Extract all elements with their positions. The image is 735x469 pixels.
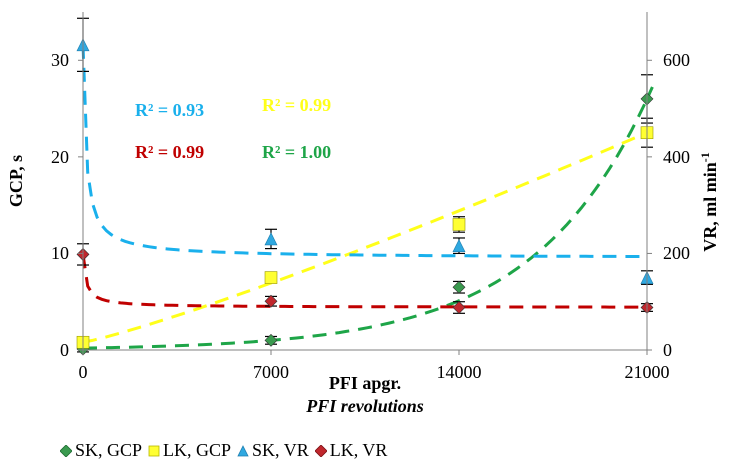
- x-tick-label: 0: [79, 362, 88, 382]
- square-icon: [148, 445, 160, 456]
- r2-label-sk-vr: R² = 0.93: [135, 100, 204, 120]
- x-axis-subtitle: PFI revolutions: [305, 396, 424, 416]
- y-left-tick-label: 30: [51, 50, 69, 70]
- r2-label-sk-gcp: R² = 1.00: [262, 142, 331, 162]
- x-axis-title: PFI apgr.: [329, 373, 401, 393]
- trendline-sk-gcp: [82, 86, 654, 350]
- trendlines: [81, 44, 654, 350]
- x-tick-label: 7000: [253, 362, 289, 382]
- trendline-lk-gcp: [82, 131, 648, 344]
- data-point-square: [264, 271, 278, 284]
- diamond-icon: [60, 444, 72, 457]
- data-point-diamond: [452, 280, 466, 294]
- x-tick-label: 21000: [625, 362, 670, 382]
- legend-label: LK, GCP: [163, 440, 232, 460]
- y-right-tick-label: 400: [663, 147, 690, 167]
- y-right-axis-title-sup: -1: [698, 152, 712, 162]
- y-right-tick-label: 200: [663, 243, 690, 263]
- legend-item-lk-vr: LK, VR: [314, 440, 388, 461]
- y-right-axis-title: VR, ml min-1: [698, 152, 720, 252]
- legend-label: SK, VR: [252, 440, 309, 460]
- data-point-diamond: [264, 333, 278, 347]
- y-right-tick-label: 600: [663, 50, 690, 70]
- y-left-tick-label: 0: [60, 340, 69, 360]
- data-point-diamond: [264, 294, 278, 308]
- data-point-square: [452, 218, 466, 231]
- legend-item-sk-gcp: SK, GCP: [60, 440, 142, 461]
- data-point-triangle: [264, 232, 278, 246]
- r2-label-lk-vr: R² = 0.99: [135, 142, 204, 162]
- axis-ticks: [78, 59, 652, 355]
- x-tick-label: 14000: [437, 362, 482, 382]
- data-point-triangle: [452, 239, 466, 253]
- diamond-icon: [314, 444, 327, 457]
- legend: SK, GCP LK, GCP SK, VR LK, VR: [60, 440, 620, 461]
- legend-label: LK, VR: [329, 440, 388, 460]
- y-left-tick-label: 20: [51, 147, 69, 167]
- legend-item-sk-vr: SK, VR: [237, 440, 309, 461]
- y-left-tick-label: 10: [51, 243, 69, 263]
- error-bars: [77, 17, 653, 353]
- legend-label: SK, GCP: [75, 440, 143, 460]
- y-right-tick-label: 0: [663, 340, 672, 360]
- trendline-sk-vr: [81, 44, 647, 258]
- trendline-lk-vr: [81, 254, 647, 309]
- legend-item-lk-gcp: LK, GCP: [148, 440, 231, 461]
- triangle-icon: [237, 444, 249, 456]
- data-point-diamond: [452, 301, 466, 314]
- r2-label-lk-gcp: R² = 0.99: [262, 95, 331, 115]
- y-right-axis-title-main: VR, ml min: [700, 162, 720, 252]
- y-left-axis-title: GCP, s: [6, 155, 26, 207]
